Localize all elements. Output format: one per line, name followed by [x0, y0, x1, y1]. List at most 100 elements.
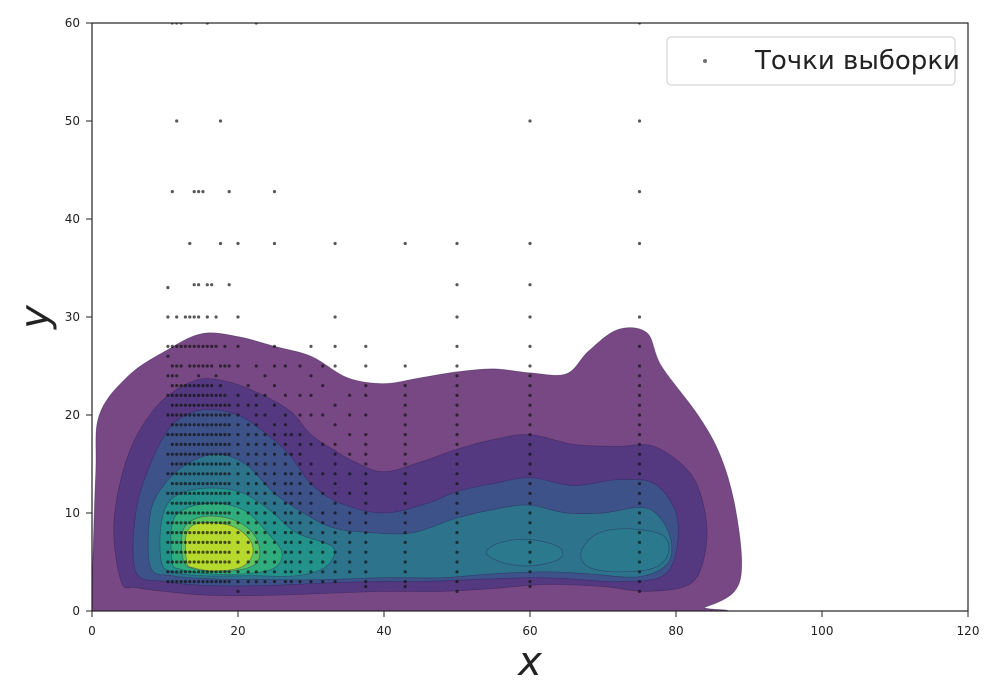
sample-point [528, 364, 532, 368]
sample-point [192, 413, 196, 417]
sample-point [170, 403, 174, 407]
sample-point [205, 511, 209, 515]
x-tick-label: 60 [522, 624, 537, 638]
sample-point [333, 570, 337, 574]
sample-point [263, 472, 267, 476]
sample-point [218, 501, 223, 505]
sample-point [218, 570, 223, 574]
sample-point [175, 413, 179, 417]
sample-point [179, 452, 183, 456]
sample-point [637, 540, 642, 545]
sample-point [205, 531, 209, 535]
sample-point [637, 393, 642, 397]
sample-point [192, 452, 196, 456]
sample-point [254, 560, 258, 564]
sample-point [210, 423, 214, 427]
sample-point [201, 452, 205, 456]
sample-point [283, 521, 287, 525]
sample-point [227, 403, 231, 407]
sample-point [289, 570, 293, 574]
sample-point [246, 442, 250, 446]
sample-point [298, 580, 302, 584]
sample-point [218, 384, 223, 388]
sample-point [309, 540, 313, 545]
sample-point [455, 315, 459, 319]
sample-point [321, 550, 325, 554]
sample-point [210, 413, 214, 417]
sample-point [272, 540, 277, 545]
sample-point [179, 403, 183, 407]
sample-point [170, 560, 174, 564]
sample-point [205, 540, 209, 545]
sample-point [321, 413, 325, 417]
sample-point [272, 241, 277, 246]
sample-point [254, 393, 258, 397]
sample-point [214, 403, 218, 407]
sample-point [201, 580, 205, 584]
sample-point [455, 580, 459, 584]
sample-point [227, 521, 231, 525]
sample-point [201, 462, 205, 466]
sample-point [197, 344, 201, 348]
sample-point [210, 433, 214, 437]
sample-point [175, 570, 179, 574]
sample-point [170, 491, 174, 495]
sample-point [175, 452, 179, 456]
sample-point [223, 403, 227, 407]
sample-point [175, 442, 179, 446]
sample-point [188, 423, 192, 427]
sample-point [205, 403, 209, 407]
sample-point [210, 452, 214, 456]
sample-point [254, 472, 258, 476]
sample-point [205, 462, 209, 466]
sample-point [348, 413, 352, 417]
sample-point [166, 550, 170, 554]
sample-point [166, 452, 170, 456]
sample-point [179, 580, 183, 584]
sample-point [403, 442, 407, 446]
sample-point [528, 570, 532, 574]
sample-point [236, 241, 240, 246]
sample-point [246, 580, 250, 584]
sample-point [403, 550, 407, 554]
sample-point [321, 570, 325, 574]
sample-point [272, 403, 277, 407]
sample-point [289, 560, 293, 564]
sample-point [348, 433, 352, 437]
sample-point [205, 491, 209, 495]
sample-point [175, 540, 179, 545]
sample-point [227, 364, 231, 368]
sample-point [364, 580, 368, 584]
sample-point [364, 560, 368, 564]
sample-point [403, 521, 407, 525]
sample-point [201, 442, 205, 446]
sample-point [254, 550, 258, 554]
sample-point [455, 511, 459, 515]
sample-point [455, 560, 459, 564]
sample-point [205, 550, 209, 554]
sample-point [254, 580, 258, 584]
sample-point [272, 364, 277, 368]
sample-point [309, 413, 313, 417]
sample-point [236, 531, 240, 535]
sample-point [364, 413, 368, 417]
sample-point [179, 423, 183, 427]
sample-point [179, 511, 183, 515]
sample-point [272, 482, 277, 486]
sample-point [455, 393, 459, 397]
sample-point [309, 580, 313, 584]
sample-point [272, 501, 277, 505]
sample-point [254, 570, 258, 574]
sample-point [205, 442, 209, 446]
sample-point [283, 570, 287, 574]
sample-point [214, 570, 218, 574]
sample-point [246, 531, 250, 535]
sample-point [403, 531, 407, 535]
sample-point [179, 550, 183, 554]
legend-box [666, 36, 956, 86]
sample-point [210, 550, 214, 554]
sample-point [455, 374, 459, 378]
sample-point [637, 433, 642, 437]
sample-point [455, 501, 459, 505]
sample-point [210, 442, 214, 446]
